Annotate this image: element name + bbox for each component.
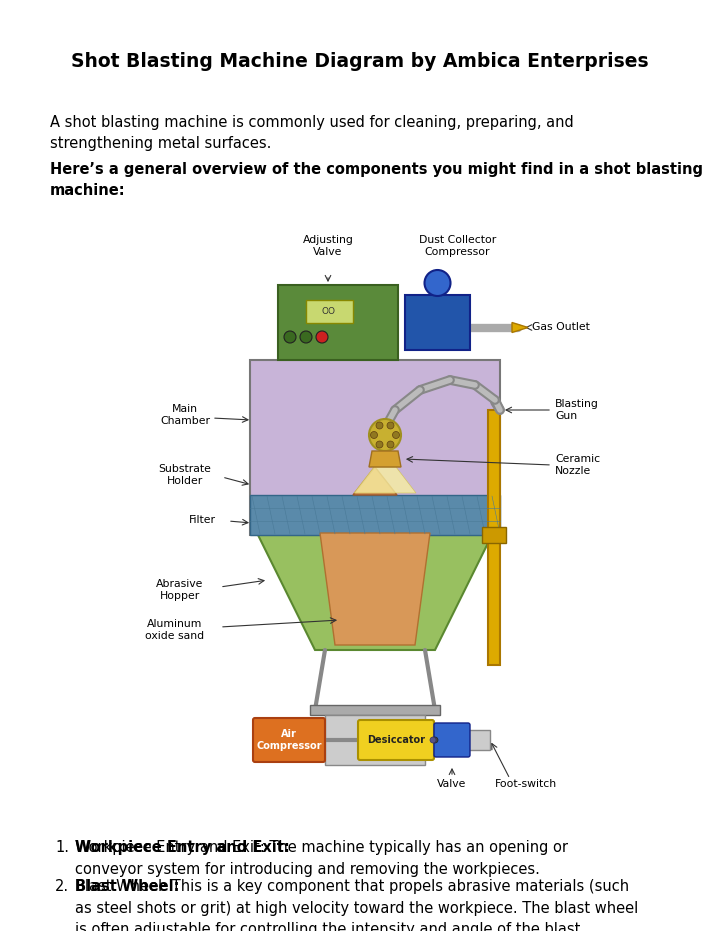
- Polygon shape: [325, 715, 425, 765]
- Polygon shape: [369, 451, 401, 467]
- Polygon shape: [258, 535, 492, 650]
- Circle shape: [430, 737, 436, 743]
- FancyBboxPatch shape: [253, 718, 325, 762]
- Text: Aluminum
oxide sand: Aluminum oxide sand: [145, 619, 204, 641]
- Circle shape: [371, 431, 377, 439]
- Text: Blast Wheel: This is a key component that propels abrasive materials (such
as st: Blast Wheel: This is a key component tha…: [75, 879, 638, 931]
- Polygon shape: [488, 410, 500, 665]
- Polygon shape: [250, 495, 500, 535]
- Circle shape: [387, 422, 394, 429]
- Polygon shape: [430, 730, 490, 750]
- Text: Substrate
Holder: Substrate Holder: [158, 464, 212, 486]
- Text: Shot Blasting Machine Diagram by Ambica Enterprises: Shot Blasting Machine Diagram by Ambica …: [71, 52, 649, 71]
- Text: 2.: 2.: [55, 879, 69, 894]
- Text: Here’s a general overview of the components you might find in a shot blasting
ma: Here’s a general overview of the compone…: [50, 162, 703, 198]
- Circle shape: [300, 331, 312, 343]
- Circle shape: [387, 441, 394, 448]
- Circle shape: [376, 422, 383, 429]
- Text: Blast Wheel:: Blast Wheel:: [75, 879, 179, 894]
- Text: Workpiece Entry and Exit: The machine typically has an opening or
conveyor syste: Workpiece Entry and Exit: The machine ty…: [75, 840, 568, 877]
- Circle shape: [284, 331, 296, 343]
- Polygon shape: [354, 467, 416, 493]
- FancyBboxPatch shape: [358, 720, 434, 760]
- Text: Filter: Filter: [189, 515, 215, 525]
- Text: Dust Collector
Compressor: Dust Collector Compressor: [419, 235, 496, 257]
- Polygon shape: [278, 285, 398, 360]
- Polygon shape: [353, 467, 397, 495]
- Text: Adjusting
Valve: Adjusting Valve: [302, 235, 354, 257]
- Polygon shape: [310, 705, 440, 715]
- Polygon shape: [306, 300, 353, 323]
- Text: A shot blasting machine is commonly used for cleaning, preparing, and
strengthen: A shot blasting machine is commonly used…: [50, 115, 574, 151]
- Text: Foot-switch: Foot-switch: [495, 779, 557, 789]
- Polygon shape: [512, 322, 528, 332]
- Text: Blasting
Gun: Blasting Gun: [555, 398, 599, 421]
- Text: Valve: Valve: [437, 779, 467, 789]
- Circle shape: [425, 270, 451, 296]
- Text: Main
Chamber: Main Chamber: [160, 404, 210, 426]
- FancyBboxPatch shape: [434, 723, 470, 757]
- Circle shape: [432, 737, 438, 743]
- Text: Gas Outlet: Gas Outlet: [532, 322, 590, 332]
- Circle shape: [376, 441, 383, 448]
- Polygon shape: [482, 527, 506, 543]
- Text: Abrasive
Hopper: Abrasive Hopper: [156, 579, 204, 601]
- Circle shape: [316, 331, 328, 343]
- Polygon shape: [250, 360, 500, 535]
- Text: Air
Compressor: Air Compressor: [256, 729, 322, 751]
- Polygon shape: [320, 533, 430, 645]
- Text: 1.: 1.: [55, 840, 69, 855]
- Polygon shape: [405, 295, 470, 350]
- Text: Workpiece Entry and Exit:: Workpiece Entry and Exit:: [75, 840, 289, 855]
- Text: OO: OO: [322, 306, 336, 316]
- Circle shape: [369, 419, 401, 451]
- Text: Ceramic
Nozzle: Ceramic Nozzle: [555, 453, 600, 476]
- Text: Desiccator: Desiccator: [367, 735, 425, 745]
- Circle shape: [392, 431, 400, 439]
